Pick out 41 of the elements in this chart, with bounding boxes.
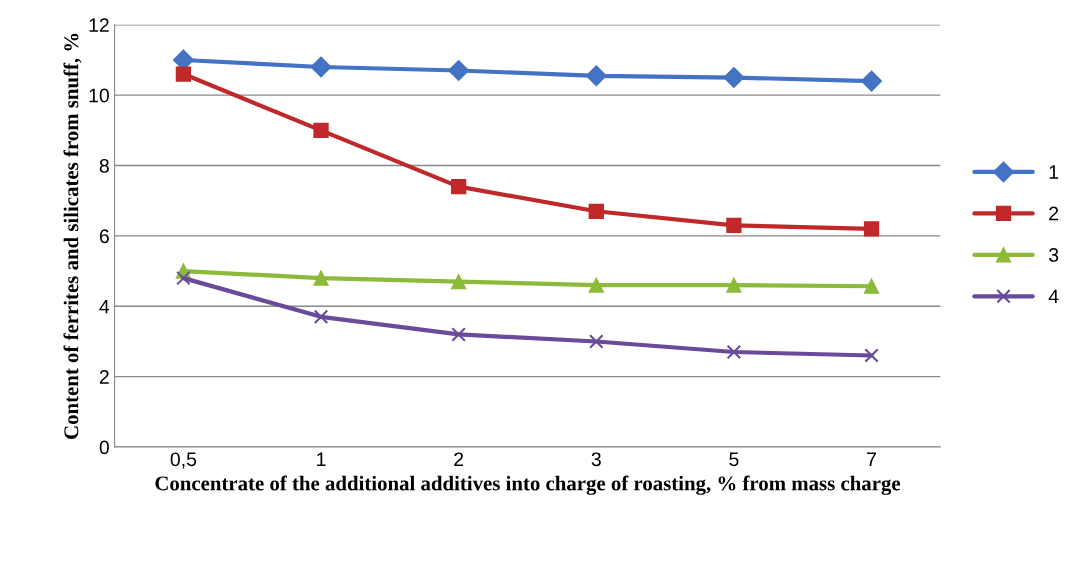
- y-tick-label: 8: [99, 158, 109, 173]
- point: [451, 274, 467, 290]
- legend-label: 4: [1048, 289, 1059, 304]
- y-tick-label: 2: [99, 370, 109, 384]
- point: [448, 59, 470, 82]
- x-axis-title: Concentrate of the additional additives into charge of roasting, % from mass charge: [155, 475, 901, 495]
- point: [310, 56, 332, 78]
- x-tick-label: 2: [454, 452, 464, 466]
- y-tick-label: 10: [89, 88, 109, 103]
- y-tick-label: 0: [99, 440, 109, 455]
- point: [313, 122, 329, 138]
- point: [863, 278, 880, 294]
- point: [175, 66, 192, 82]
- y-tick-label: 12: [89, 18, 109, 32]
- point: [863, 221, 880, 237]
- x-tick-label: 0,5: [170, 452, 197, 469]
- x-tick-label: 1: [317, 452, 326, 466]
- point: [585, 65, 607, 87]
- legend-label: 3: [1048, 248, 1059, 262]
- x-tick-label: 7: [867, 452, 876, 466]
- legend-label: 2: [1049, 206, 1059, 221]
- point: [864, 348, 879, 363]
- point: [588, 334, 604, 349]
- y-axis-title: Content of ferrites and silicates from snuff, %: [63, 33, 82, 439]
- point: [588, 203, 604, 219]
- point: [726, 217, 742, 233]
- point: [726, 344, 742, 360]
- x-tick-label: 5: [729, 452, 739, 467]
- point: [313, 270, 329, 286]
- point: [588, 277, 604, 293]
- x-tick-label: 3: [591, 452, 601, 467]
- point: [861, 70, 883, 92]
- y-tick-label: 6: [99, 229, 109, 244]
- point: [723, 67, 745, 89]
- point: [726, 277, 742, 293]
- point: [313, 309, 329, 325]
- point: [451, 178, 467, 195]
- point: [176, 270, 191, 286]
- point: [451, 327, 466, 342]
- y-tick-label: 4: [99, 299, 110, 314]
- legend-label: 1: [1049, 165, 1059, 179]
